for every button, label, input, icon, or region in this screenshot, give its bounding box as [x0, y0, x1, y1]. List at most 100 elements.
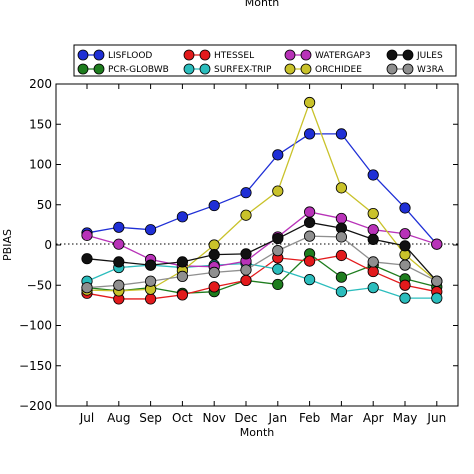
x-tick-label: May: [393, 411, 418, 425]
legend-label: ORCHIDEE: [315, 65, 362, 75]
legend-label: PCR-GLOBWB: [108, 65, 169, 75]
legend-item-lisflood: LISFLOOD: [77, 49, 152, 61]
data-point-watergap3: [81, 229, 93, 241]
x-tick-label: Feb: [299, 411, 320, 425]
data-point-lisflood: [208, 199, 220, 212]
x-tick-label: Nov: [202, 411, 225, 425]
data-point-w3ra: [431, 275, 443, 287]
data-point-jules: [240, 248, 252, 260]
legend-label: LISFLOOD: [108, 51, 152, 61]
data-point-w3ra: [399, 259, 411, 271]
x-tick-label: Dec: [234, 411, 257, 425]
data-point-w3ra: [113, 279, 125, 291]
data-point-htessel: [176, 289, 188, 301]
y-axis: −200 −150 −100 −50 0 50 100 150 200: [19, 77, 458, 413]
data-point-orchidee: [240, 209, 252, 221]
legend-marker: [402, 63, 414, 75]
legend-marker: [199, 49, 211, 61]
data-point-htessel: [399, 279, 411, 291]
legend-label: WATERGAP3: [315, 51, 371, 61]
x-tick-label: Jan: [268, 411, 288, 425]
series-watergap3: [81, 206, 443, 273]
data-point-orchidee: [335, 182, 347, 194]
data-point-orchidee: [367, 208, 379, 220]
y-tick-label: 0: [44, 238, 52, 252]
x-axis: Jul Aug Sep Oct Nov Dec Jan Feb Mar Apr May Jun: [79, 84, 446, 425]
legend-marker: [199, 63, 211, 75]
y-axis-label: PBIAS: [1, 229, 14, 261]
data-point-orchidee: [272, 185, 284, 197]
legend-marker: [300, 49, 312, 61]
data-point-surfex-trip: [272, 263, 284, 275]
legend-item-pcr-globwb: PCR-GLOBWB: [77, 63, 169, 75]
data-point-pcr-globwb: [272, 278, 284, 291]
y-tick-label: −50: [27, 278, 52, 292]
legend-item-surfex-trip: SURFEX-TRIP: [183, 63, 272, 75]
y-tick-label: 200: [29, 77, 52, 91]
data-point-jules: [113, 256, 125, 268]
series-lisflood: [81, 128, 443, 250]
data-point-w3ra: [81, 282, 93, 294]
legend-item-w3ra: W3RA: [386, 63, 445, 75]
series-pcr-globwb: [81, 248, 443, 299]
data-point-w3ra: [208, 266, 220, 278]
data-point-surfex-trip: [335, 286, 347, 298]
legend-item-orchidee: ORCHIDEE: [284, 63, 362, 75]
top-cut-label: Month: [245, 0, 280, 9]
data-point-jules: [81, 253, 93, 265]
data-point-htessel: [145, 293, 157, 305]
legend-item-watergap3: WATERGAP3: [284, 49, 371, 61]
data-point-watergap3: [113, 238, 125, 250]
data-point-w3ra: [145, 275, 157, 287]
y-tick-label: −150: [19, 359, 52, 373]
data-point-w3ra: [272, 245, 284, 257]
x-axis-label: Month: [240, 426, 275, 439]
x-tick-label: Sep: [139, 411, 162, 425]
data-point-lisflood: [335, 128, 347, 140]
data-point-pcr-globwb: [335, 271, 347, 283]
y-tick-label: 50: [37, 198, 52, 212]
y-tick-label: 150: [29, 117, 52, 131]
data-point-jules: [367, 233, 379, 245]
data-point-orchidee: [208, 239, 220, 251]
data-point-w3ra: [367, 256, 379, 268]
x-tick-label: Mar: [330, 411, 353, 425]
data-point-watergap3: [303, 206, 316, 218]
legend-marker: [93, 63, 105, 75]
data-point-lisflood: [176, 211, 188, 223]
legend-marker: [300, 63, 312, 75]
legend-label: HTESSEL: [214, 51, 254, 61]
y-tick-label: −200: [19, 399, 52, 413]
legend-marker: [386, 49, 398, 61]
legend-marker: [386, 63, 398, 75]
series-line-watergap3: [86, 211, 438, 268]
data-point-lisflood: [240, 187, 252, 199]
legend-label: W3RA: [417, 65, 445, 75]
legend-marker: [77, 63, 89, 75]
legend-item-jules: JULES: [386, 49, 443, 61]
series-layer: [81, 96, 443, 305]
data-point-jules: [145, 259, 157, 271]
data-point-watergap3: [335, 212, 347, 225]
data-point-watergap3: [367, 224, 379, 236]
data-point-lisflood: [303, 128, 316, 140]
data-point-lisflood: [113, 221, 125, 233]
data-point-w3ra: [335, 231, 347, 243]
data-point-jules: [208, 249, 220, 261]
x-tick-label: Apr: [363, 411, 384, 425]
data-point-lisflood: [272, 149, 284, 161]
data-point-w3ra: [240, 264, 252, 276]
y-tick-label: −100: [19, 319, 52, 333]
series-surfex-trip: [81, 257, 443, 304]
data-point-lisflood: [145, 224, 157, 236]
legend-marker: [183, 63, 195, 75]
data-point-w3ra: [176, 270, 188, 282]
data-point-htessel: [335, 249, 347, 262]
data-point-jules: [176, 256, 188, 268]
series-line-htessel: [86, 254, 437, 300]
legend-marker: [284, 49, 296, 61]
legend-item-htessel: HTESSEL: [183, 49, 254, 61]
x-tick-label: Aug: [107, 411, 130, 425]
legend-marker: [93, 49, 105, 61]
